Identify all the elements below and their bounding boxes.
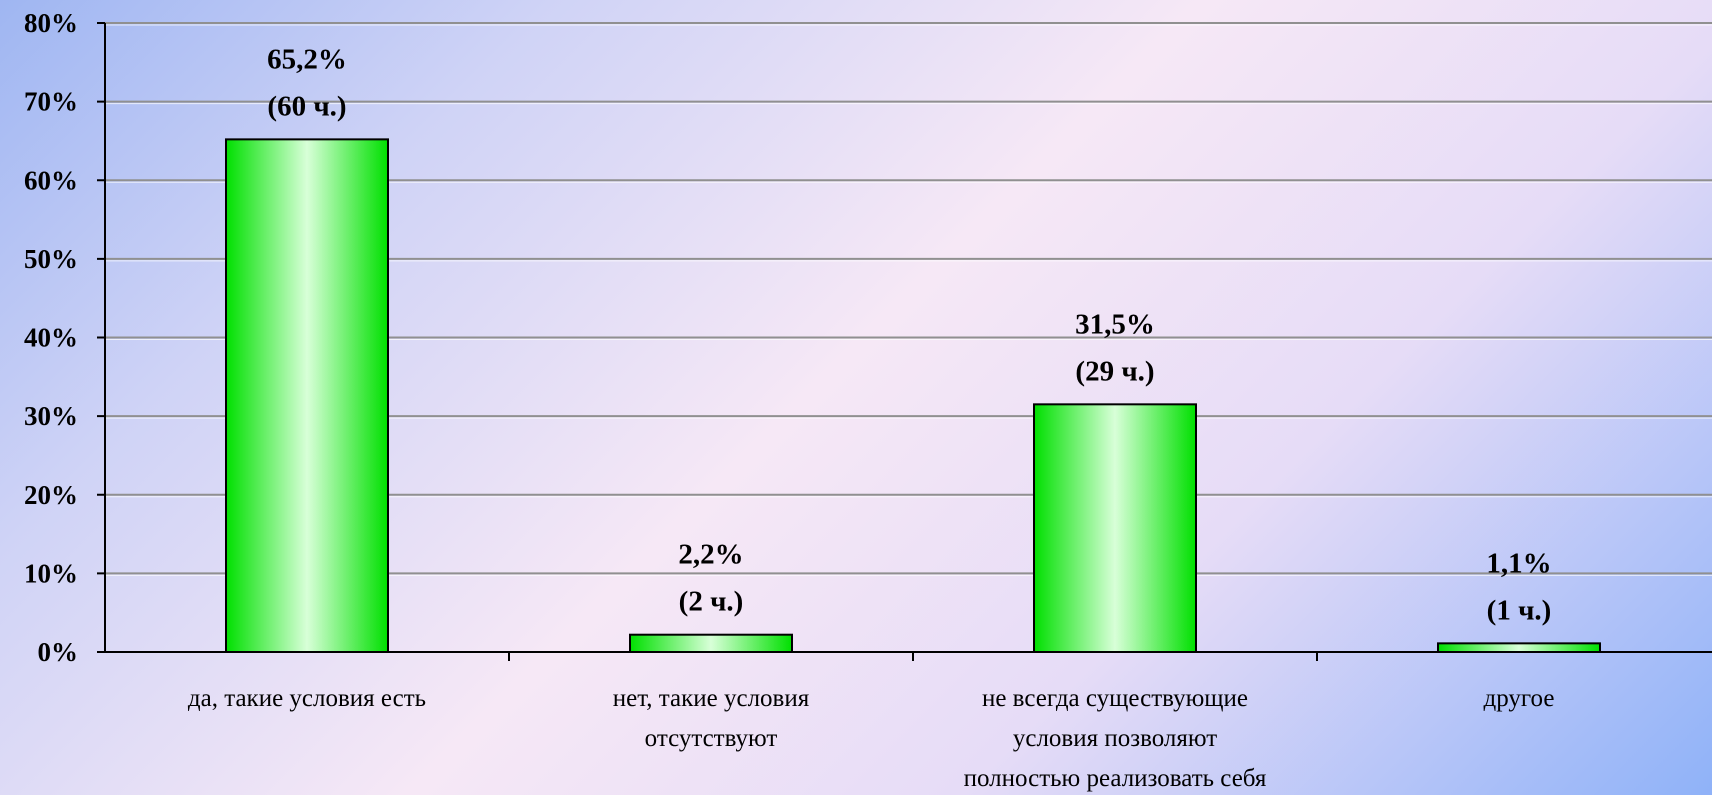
- bar: [1033, 403, 1197, 653]
- x-tick-label: условия позволяют: [1013, 725, 1217, 752]
- y-tick-label: 80%: [24, 8, 78, 38]
- x-tick-label: отсутствуют: [645, 725, 778, 752]
- data-label-count: (29 ч.): [1075, 355, 1154, 387]
- y-tick-label: 40%: [24, 323, 78, 353]
- labels: 0% 10% 20% 30% 40% 50% 60% 70% 80% 65,2% (60 ч.) да…: [24, 8, 1554, 792]
- bar: [629, 633, 793, 654]
- y-tick-label: 50%: [24, 244, 78, 274]
- data-label-count: (2 ч.): [679, 586, 744, 618]
- data-label-count: (60 ч.): [267, 90, 346, 122]
- x-tick-label: не всегда существующие: [982, 685, 1248, 712]
- data-label-percent: 31,5%: [1075, 308, 1155, 340]
- x-tick-label: другое: [1484, 685, 1555, 712]
- x-tick-label: полностью реализовать себя: [964, 765, 1267, 792]
- y-tick-label: 0%: [38, 637, 79, 667]
- bar: [1437, 642, 1601, 654]
- y-tick-label: 10%: [24, 558, 78, 588]
- x-tick-label: нет, такие условия: [613, 685, 810, 712]
- data-label-percent: 2,2%: [678, 539, 743, 571]
- y-tick-label: 30%: [24, 401, 78, 431]
- y-tick-label: 70%: [24, 87, 78, 117]
- x-tick-label: да, такие условия есть: [188, 685, 426, 712]
- bars: [225, 138, 1601, 654]
- data-label-percent: 1,1%: [1486, 547, 1551, 579]
- y-tick-label: 60%: [24, 165, 78, 195]
- data-label-percent: 65,2%: [267, 43, 347, 75]
- y-tick-label: 20%: [24, 480, 78, 510]
- bar: [225, 138, 389, 654]
- data-label-count: (1 ч.): [1487, 594, 1552, 626]
